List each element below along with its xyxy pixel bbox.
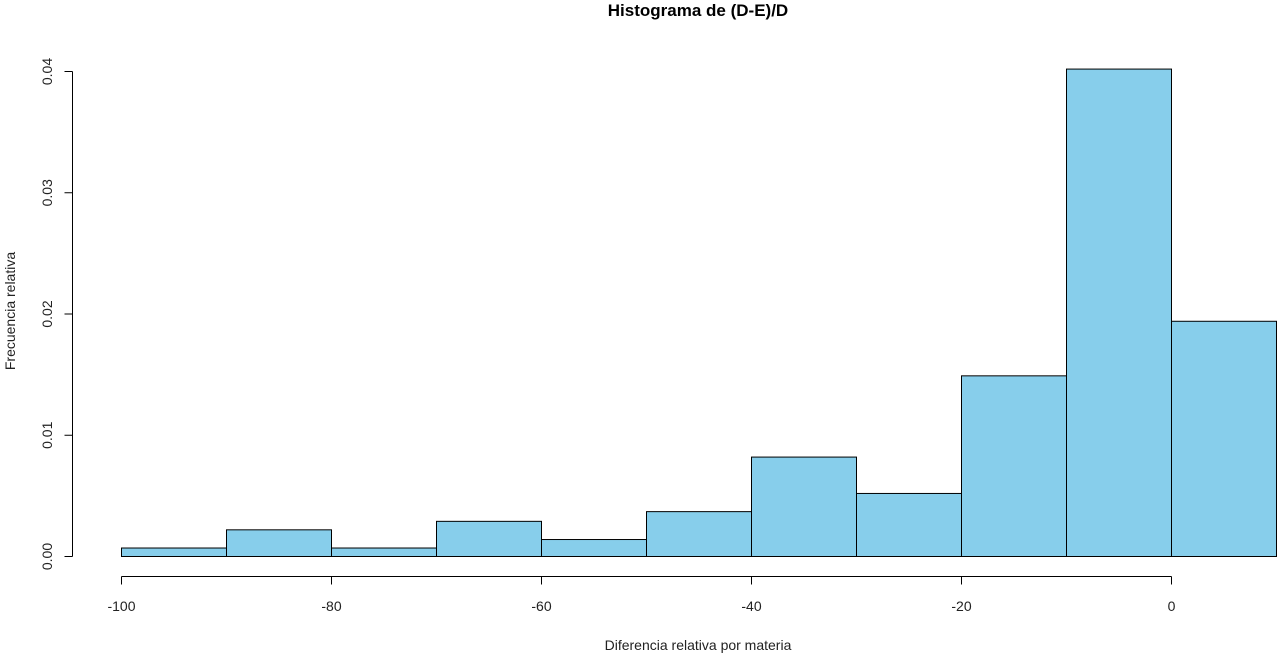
histogram-bar	[331, 547, 437, 558]
y-tick-label: 0.01	[39, 421, 55, 448]
x-axis: -100 -80 -60 -40 -20 0	[107, 576, 1176, 614]
chart-title: Histograma de (D-E)/D	[608, 1, 788, 20]
y-tick-label: 0.03	[39, 179, 55, 206]
histogram-bar	[436, 520, 542, 558]
histogram-bar	[1066, 68, 1172, 557]
histogram-bar	[961, 375, 1067, 557]
x-tick-label: -40	[741, 598, 761, 614]
histogram-bars	[121, 68, 1277, 558]
y-tick-label: 0.04	[39, 58, 55, 85]
histogram-bar	[1171, 320, 1277, 557]
y-axis: 0.00 0.01 0.02 0.03 0.04	[39, 58, 73, 570]
y-tick-label: 0.00	[39, 543, 55, 570]
x-axis-label: Diferencia relativa por materia	[605, 637, 792, 653]
x-tick-label: -100	[107, 598, 135, 614]
x-tick-label: -60	[531, 598, 551, 614]
histogram-bar	[646, 511, 752, 558]
y-tick-label: 0.02	[39, 300, 55, 327]
x-tick-label: 0	[1168, 598, 1176, 614]
histogram-bar	[856, 492, 962, 558]
histogram-bar	[226, 529, 332, 558]
y-axis-label: Frecuencia relativa	[2, 252, 18, 370]
histogram-bar	[751, 456, 857, 558]
histogram-bar	[541, 539, 647, 558]
x-tick-label: -20	[951, 598, 971, 614]
histogram-bar	[121, 547, 227, 558]
x-tick-label: -80	[321, 598, 341, 614]
